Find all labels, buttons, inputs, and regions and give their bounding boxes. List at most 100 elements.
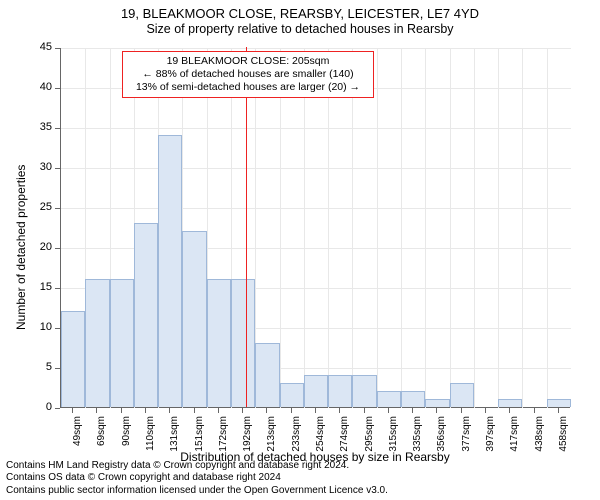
ytick-mark bbox=[55, 328, 60, 329]
xtick-label: 417sqm bbox=[509, 416, 520, 456]
xtick-mark bbox=[509, 408, 510, 413]
ytick-mark bbox=[55, 208, 60, 209]
histogram-bar bbox=[377, 391, 401, 407]
histogram-bar bbox=[547, 399, 571, 407]
annotation-line-1: 19 BLEAKMOOR CLOSE: 205sqm bbox=[129, 55, 367, 68]
xtick-mark bbox=[558, 408, 559, 413]
gridline-vertical bbox=[328, 48, 329, 408]
xtick-label: 335sqm bbox=[412, 416, 423, 456]
annotation-box: 19 BLEAKMOOR CLOSE: 205sqm ← 88% of deta… bbox=[122, 51, 374, 98]
xtick-mark bbox=[485, 408, 486, 413]
xtick-mark bbox=[436, 408, 437, 413]
histogram-bar bbox=[182, 231, 206, 407]
ytick-mark bbox=[55, 248, 60, 249]
histogram-bar bbox=[304, 375, 328, 407]
xtick-mark bbox=[169, 408, 170, 413]
xtick-mark bbox=[194, 408, 195, 413]
xtick-mark bbox=[242, 408, 243, 413]
histogram-bar bbox=[280, 383, 304, 407]
ytick-label: 30 bbox=[30, 161, 52, 173]
xtick-label: 438sqm bbox=[534, 416, 545, 456]
xtick-mark bbox=[339, 408, 340, 413]
xtick-mark bbox=[534, 408, 535, 413]
footer-attribution: Contains HM Land Registry data © Crown c… bbox=[6, 460, 388, 498]
histogram-bar bbox=[425, 399, 449, 407]
ytick-label: 15 bbox=[30, 281, 52, 293]
xtick-label: 397sqm bbox=[485, 416, 496, 456]
xtick-label: 90sqm bbox=[121, 416, 132, 456]
gridline-horizontal bbox=[61, 168, 571, 169]
y-axis-label: Number of detached properties bbox=[14, 165, 28, 330]
gridline-horizontal bbox=[61, 128, 571, 129]
footer-line-2: Contains OS data © Crown copyright and d… bbox=[6, 472, 388, 485]
xtick-label: 458sqm bbox=[558, 416, 569, 456]
xtick-mark bbox=[388, 408, 389, 413]
ytick-mark bbox=[55, 88, 60, 89]
histogram-bar bbox=[401, 391, 425, 407]
ytick-mark bbox=[55, 368, 60, 369]
xtick-label: 172sqm bbox=[218, 416, 229, 456]
ytick-mark bbox=[55, 128, 60, 129]
ytick-mark bbox=[55, 168, 60, 169]
xtick-label: 295sqm bbox=[364, 416, 375, 456]
chart-subtitle: Size of property relative to detached ho… bbox=[0, 21, 600, 36]
xtick-mark bbox=[364, 408, 365, 413]
gridline-vertical bbox=[280, 48, 281, 408]
annotation-line-2: ← 88% of detached houses are smaller (14… bbox=[129, 68, 367, 81]
gridline-vertical bbox=[352, 48, 353, 408]
ytick-label: 10 bbox=[30, 321, 52, 333]
ytick-label: 5 bbox=[30, 361, 52, 373]
gridline-horizontal bbox=[61, 48, 571, 49]
footer-line-3: Contains public sector information licen… bbox=[6, 485, 388, 498]
chart-title: 19, BLEAKMOOR CLOSE, REARSBY, LEICESTER,… bbox=[0, 0, 600, 21]
xtick-mark bbox=[72, 408, 73, 413]
xtick-mark bbox=[461, 408, 462, 413]
xtick-mark bbox=[315, 408, 316, 413]
histogram-bar bbox=[85, 279, 109, 407]
histogram-bar bbox=[231, 279, 255, 407]
plot-area bbox=[60, 48, 570, 408]
histogram-bar bbox=[134, 223, 158, 407]
histogram-bar bbox=[450, 383, 474, 407]
gridline-vertical bbox=[425, 48, 426, 408]
ytick-mark bbox=[55, 48, 60, 49]
xtick-label: 377sqm bbox=[461, 416, 472, 456]
xtick-label: 254sqm bbox=[315, 416, 326, 456]
xtick-label: 69sqm bbox=[96, 416, 107, 456]
gridline-vertical bbox=[450, 48, 451, 408]
histogram-bar bbox=[352, 375, 376, 407]
histogram-bar bbox=[207, 279, 231, 407]
xtick-label: 49sqm bbox=[72, 416, 83, 456]
ytick-label: 45 bbox=[30, 41, 52, 53]
ytick-label: 35 bbox=[30, 121, 52, 133]
ytick-label: 25 bbox=[30, 201, 52, 213]
xtick-label: 192sqm bbox=[242, 416, 253, 456]
gridline-vertical bbox=[474, 48, 475, 408]
xtick-mark bbox=[218, 408, 219, 413]
reference-line bbox=[246, 47, 247, 407]
xtick-label: 131sqm bbox=[169, 416, 180, 456]
xtick-label: 110sqm bbox=[145, 416, 156, 456]
annotation-line-3: 13% of semi-detached houses are larger (… bbox=[129, 81, 367, 94]
gridline-vertical bbox=[522, 48, 523, 408]
xtick-label: 315sqm bbox=[388, 416, 399, 456]
xtick-label: 233sqm bbox=[291, 416, 302, 456]
xtick-label: 274sqm bbox=[339, 416, 350, 456]
xtick-mark bbox=[121, 408, 122, 413]
gridline-horizontal bbox=[61, 208, 571, 209]
xtick-mark bbox=[412, 408, 413, 413]
xtick-label: 151sqm bbox=[194, 416, 205, 456]
histogram-bar bbox=[61, 311, 85, 407]
xtick-mark bbox=[96, 408, 97, 413]
histogram-bar bbox=[158, 135, 182, 407]
gridline-vertical bbox=[401, 48, 402, 408]
gridline-vertical bbox=[377, 48, 378, 408]
xtick-mark bbox=[291, 408, 292, 413]
ytick-label: 0 bbox=[30, 401, 52, 413]
gridline-vertical bbox=[547, 48, 548, 408]
ytick-label: 20 bbox=[30, 241, 52, 253]
xtick-mark bbox=[266, 408, 267, 413]
gridline-vertical bbox=[304, 48, 305, 408]
footer-line-1: Contains HM Land Registry data © Crown c… bbox=[6, 460, 388, 473]
xtick-mark bbox=[145, 408, 146, 413]
